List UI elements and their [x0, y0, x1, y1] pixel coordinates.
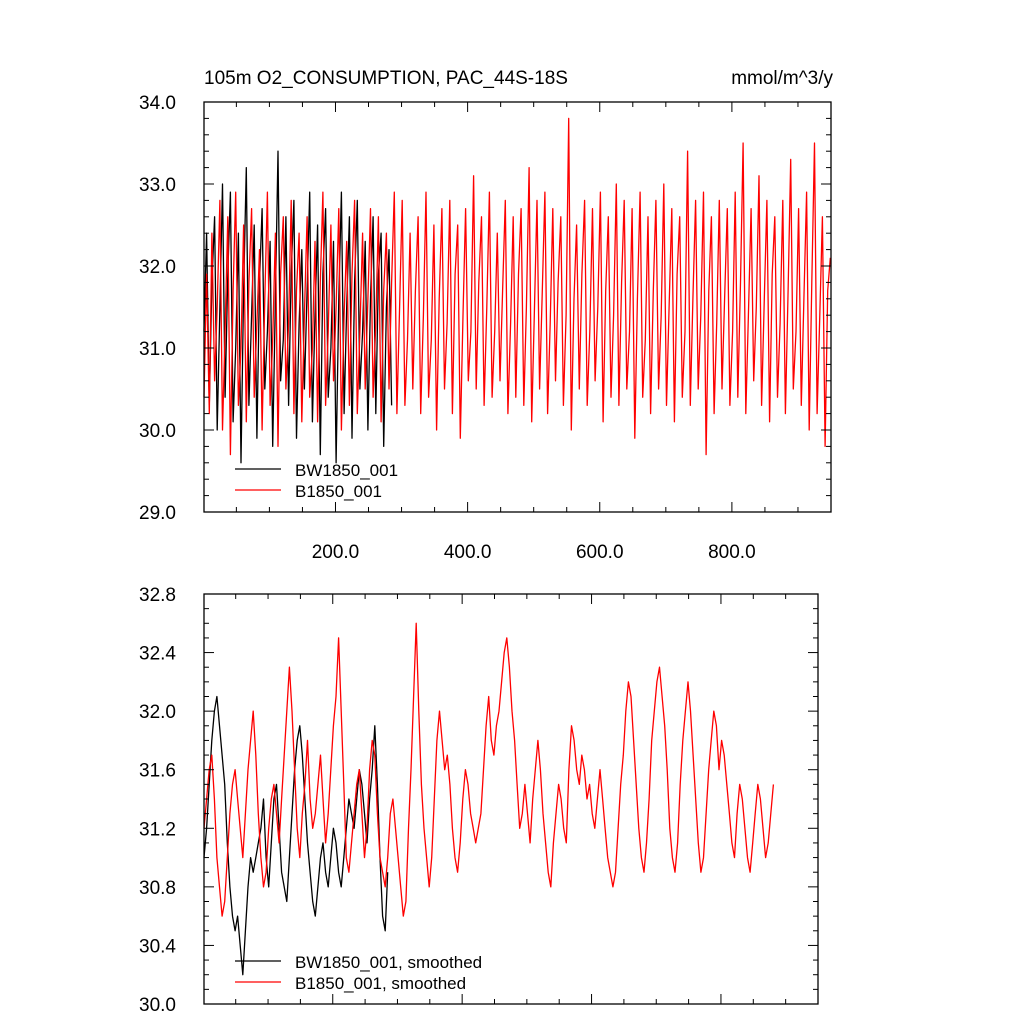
top-ytick-label: 31.0 — [139, 339, 176, 360]
bottom-legend-label-0: BW1850_001, smoothed — [295, 953, 482, 972]
top-plot-frame — [203, 101, 832, 513]
top-ytick-label: 34.0 — [139, 93, 176, 114]
bottom-ytick-label: 30.8 — [139, 878, 176, 899]
top-xtick-label: 400.0 — [444, 542, 492, 563]
bottom-ytick-label: 31.2 — [139, 819, 176, 840]
bottom-ticks-group: 30.0 30.4 30.8 31.2 31.6 32.0 32.4 32.8 — [139, 585, 818, 1016]
bottom-ytick-label: 30.4 — [139, 936, 176, 957]
top-legend-label-0: BW1850_001 — [295, 461, 398, 480]
bottom-legend: BW1850_001, smoothed B1850_001, smoothed — [235, 953, 482, 993]
top-ytick-label: 30.0 — [139, 421, 176, 442]
top-legend-label-1: B1850_001 — [295, 482, 382, 501]
top-panel: 105m O2_CONSUMPTION, PAC_44S-18S mmol/m^… — [139, 68, 833, 563]
top-title: 105m O2_CONSUMPTION, PAC_44S-18S — [204, 68, 568, 89]
top-ytick-label: 29.0 — [139, 503, 176, 524]
bottom-ytick-label: 32.4 — [139, 644, 176, 665]
top-series-group — [203, 117, 831, 464]
top-series-line-0 — [203, 150, 393, 464]
bottom-series-group — [203, 622, 775, 976]
top-ytick-label: 32.0 — [139, 257, 176, 278]
bottom-ytick-label: 32.8 — [139, 585, 176, 606]
bottom-ytick-label: 30.0 — [139, 995, 176, 1016]
top-legend: BW1850_001 B1850_001 — [235, 461, 398, 501]
top-xtick-label: 600.0 — [576, 542, 624, 563]
bottom-series-line-0 — [203, 695, 389, 976]
bottom-series-line-1 — [203, 622, 775, 917]
bottom-panel: 30.0 30.4 30.8 31.2 31.6 32.0 32.4 32.8 BW1850_… — [139, 585, 819, 1016]
top-units: mmol/m^3/y — [731, 68, 833, 89]
top-xtick-label: 200.0 — [312, 542, 360, 563]
bottom-ytick-label: 32.0 — [139, 702, 176, 723]
bottom-legend-label-1: B1850_001, smoothed — [295, 974, 466, 993]
top-series-line-1 — [203, 117, 831, 456]
top-ticks-group: 29.0 30.0 31.0 32.0 33.0 34.0 200.0 400.0 600.0 8… — [139, 93, 831, 563]
top-xtick-label: 800.0 — [708, 542, 756, 563]
bottom-ytick-label: 31.6 — [139, 761, 176, 782]
top-ytick-label: 33.0 — [139, 175, 176, 196]
